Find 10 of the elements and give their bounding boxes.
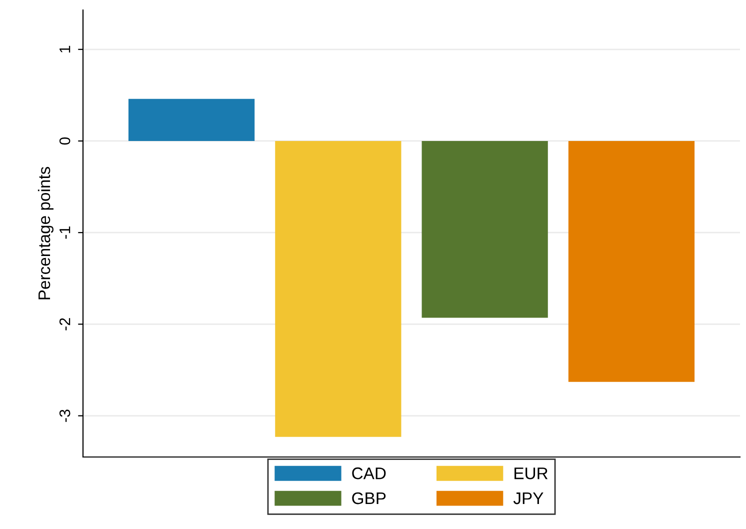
y-axis-title: Percentage points bbox=[38, 166, 54, 300]
legend-label: EUR bbox=[514, 468, 548, 480]
y-tick-label: -2 bbox=[59, 318, 70, 330]
y-tick-label: 0 bbox=[59, 137, 70, 145]
legend-label: GBP bbox=[352, 492, 386, 504]
y-tick-label: -3 bbox=[59, 410, 70, 422]
y-tick-label: 1 bbox=[60, 46, 70, 52]
legend-label: JPY bbox=[513, 492, 544, 504]
y-tick-label: -1 bbox=[60, 226, 70, 239]
legend-label: CAD bbox=[352, 467, 386, 480]
